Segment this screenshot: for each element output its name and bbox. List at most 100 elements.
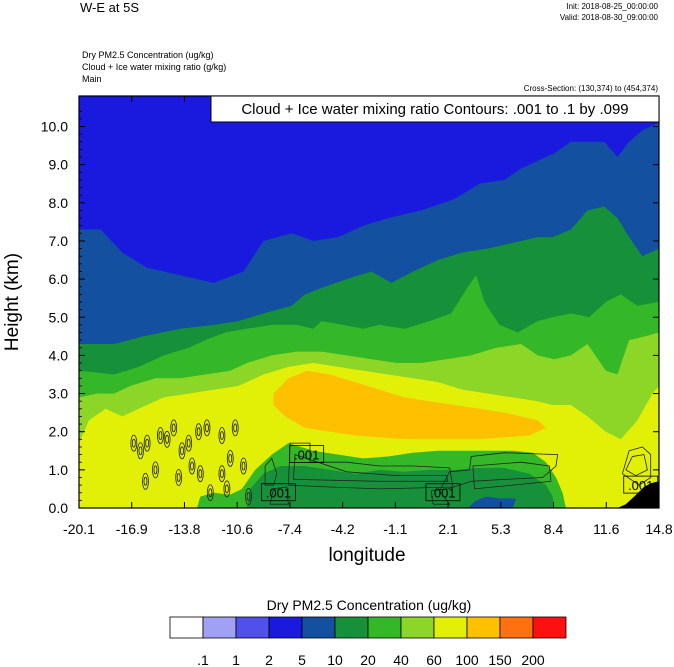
cloud-cell-inner-19: [246, 492, 251, 501]
colorbar-label-4: 10: [327, 652, 343, 667]
field-label-pm25: Dry PM2.5 Concentration (ug/kg): [82, 50, 214, 60]
cloud-contour-2: [269, 486, 289, 505]
field-label-cloud: Cloud + Ice water mixing ratio (g/kg): [82, 62, 227, 72]
colorbar-swatch-7: [400, 616, 435, 639]
x-tick-label-2: -13.8: [168, 521, 200, 537]
cloud-cell-contour-8: [203, 419, 211, 437]
y-tick-label-10: 10.0: [41, 119, 68, 135]
x-tick-label-7: 2.1: [438, 521, 458, 537]
concentration-region-7: [246, 466, 555, 508]
cloud-contour-5: [472, 461, 552, 490]
x-tick-label-4: -7.4: [278, 521, 302, 537]
colorbar-swatch-0: [169, 616, 204, 639]
cloud-cell-inner-18: [241, 461, 246, 471]
cloud-cell-inner-17: [225, 484, 229, 494]
colorbar-swatch-6: [367, 616, 402, 639]
cloud-cell-contour-18: [240, 457, 247, 475]
contour-label-box-0: [289, 445, 325, 463]
y-tick-label-8: 8.0: [49, 195, 69, 211]
x-tick-label-1: -16.9: [116, 521, 148, 537]
y-tick-label-0: 0.0: [49, 500, 69, 516]
contour-label-box-1: [261, 483, 296, 502]
x-tick-label-3: -10.6: [221, 521, 253, 537]
cloud-cell-inner-3: [153, 465, 158, 475]
colorbar-label-6: 40: [393, 652, 409, 667]
colorbar-label-3: 5: [298, 652, 306, 667]
y-tick-label-2: 2.0: [49, 424, 69, 440]
colorbar-label-7: 60: [426, 652, 442, 667]
cloud-cell-contour-22: [178, 442, 186, 460]
cloud-contour-4: [430, 452, 559, 505]
cloud-contour-1: [293, 454, 449, 482]
cloud-cell-inner-14: [176, 473, 181, 482]
cloud-cell-contour-20: [218, 465, 226, 483]
colorbar-title: Dry PM2.5 Concentration (ug/kg): [267, 597, 472, 613]
colorbar: .1 1 2 5 10 20 40 60 100 150 200: [169, 616, 567, 667]
x-tick-label-9: 8.4: [544, 521, 564, 537]
cloud-cell-inner-16: [208, 488, 213, 498]
y-tick-label-4: 4.0: [49, 347, 69, 363]
contour-label-3: .001: [628, 478, 653, 493]
x-axis-label: longitude: [328, 545, 405, 566]
cloud-cell-contour-4: [163, 430, 171, 448]
cloud-cell-inner-20: [220, 469, 224, 479]
colorbar-label-0: .1: [197, 652, 209, 667]
y-tick-label-5: 5.0: [49, 309, 69, 325]
y-tick-label-9: 9.0: [49, 157, 69, 173]
cloud-cell-inner-8: [205, 423, 209, 433]
x-tick-label-10: 11.6: [593, 521, 619, 537]
cloud-cell-inner-6: [186, 438, 191, 448]
colorbar-swatch-9: [466, 616, 501, 639]
cloud-cell-inner-11: [228, 454, 233, 463]
chart-main-title: W-E at 5S: [80, 0, 140, 15]
x-tick-label-8: 5.3: [491, 521, 511, 537]
cloud-contour-7: [625, 454, 648, 477]
colorbar-swatch-10: [499, 616, 534, 639]
cloud-cell-contour-5: [170, 419, 178, 437]
cloud-cell-inner-0: [138, 446, 143, 456]
colorbar-label-2: 2: [265, 652, 273, 667]
contour-label-box-2: [425, 483, 461, 502]
colorbar-swatch-5: [334, 616, 369, 639]
colorbar-swatch-3: [268, 616, 303, 639]
colorbar-label-9: 150: [488, 652, 512, 667]
x-tick-label-6: -1.1: [383, 521, 407, 537]
cloud-cell-contour-15: [142, 472, 149, 490]
contour-label-2: .001: [430, 486, 455, 501]
cloud-contour-6: [622, 446, 652, 486]
cloud-contour-0: [288, 442, 454, 490]
y-tick-label-7: 7.0: [49, 233, 69, 249]
cloud-cell-contour-0: [137, 442, 144, 460]
cloud-cell-inner-4: [165, 434, 169, 444]
contour-label-box-3: [623, 475, 659, 494]
cloud-cell-inner-22: [180, 446, 184, 456]
cloud-cell-inner-1: [145, 438, 150, 448]
cloud-cell-contour-21: [130, 434, 138, 452]
valid-time: Valid: 2018-08-30_09:00:00: [559, 13, 658, 22]
cloud-cell-contour-17: [223, 480, 231, 498]
cloud-cell-contour-14: [175, 469, 183, 486]
cloud-cell-inner-13: [190, 461, 194, 471]
cloud-cell-inner-21: [131, 438, 136, 448]
colorbar-swatch-1: [202, 616, 237, 639]
cloud-cell-inner-5: [171, 423, 176, 433]
contour-label-0: .001: [294, 448, 319, 463]
concentration-region-9: [617, 481, 659, 508]
contour-note: Cloud + Ice water mixing ratio Contours:…: [241, 101, 628, 118]
colorbar-label-10: 200: [521, 652, 545, 667]
colorbar-swatch-11: [532, 616, 567, 639]
cloud-cell-inner-15: [143, 476, 148, 486]
colorbar-label-1: 1: [232, 652, 240, 667]
x-tick-label-0: -20.1: [63, 521, 95, 537]
cloud-cell-contour-19: [245, 488, 252, 505]
concentration-region-8: [467, 496, 517, 508]
cloud-cell-inner-7: [196, 427, 201, 437]
cloud-cell-contour-9: [218, 427, 226, 444]
cloud-cell-contour-12: [196, 465, 204, 483]
cloud-cell-contour-7: [195, 423, 203, 441]
colorbar-swatch-2: [235, 616, 270, 639]
colorbar-label-8: 100: [455, 652, 479, 667]
x-tick-label-5: -4.2: [331, 521, 355, 537]
field-label-main: Main: [82, 74, 102, 84]
cloud-cell-contour-3: [152, 461, 159, 479]
